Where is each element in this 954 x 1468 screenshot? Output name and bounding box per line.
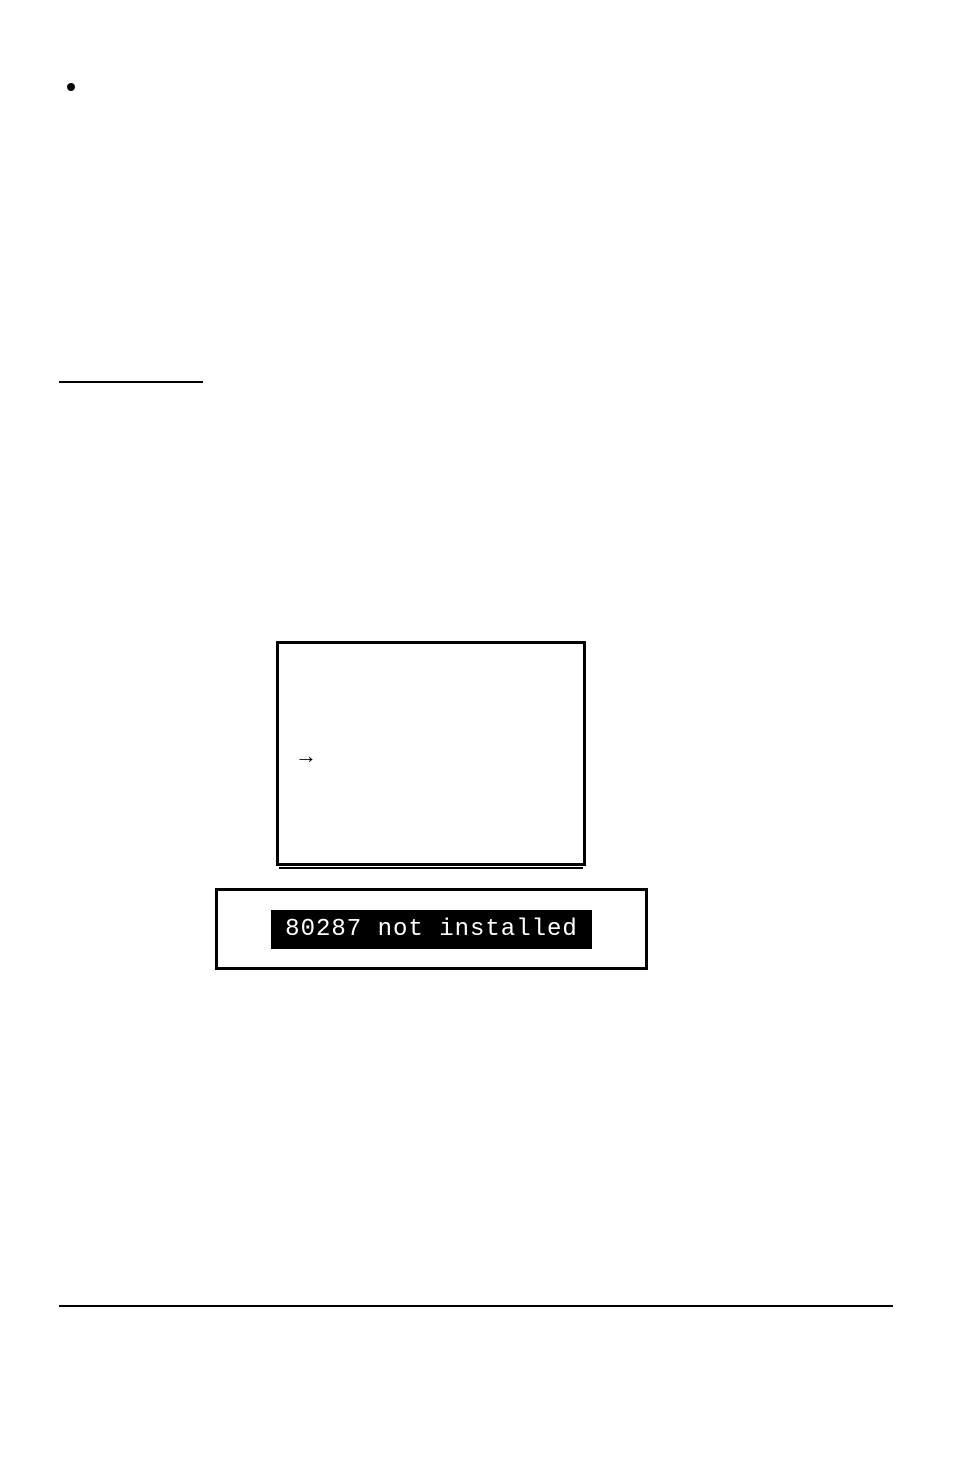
section-underline — [59, 381, 203, 383]
diagram-box — [276, 641, 586, 866]
status-message-bar: 80287 not installed — [271, 910, 592, 949]
arrow-icon: → — [295, 743, 317, 769]
diagram-divider — [279, 867, 583, 869]
footer-divider — [59, 1305, 893, 1307]
bullet-point — [67, 83, 75, 91]
status-message-text: 80287 not installed — [285, 916, 578, 943]
status-message-box: 80287 not installed — [215, 888, 648, 970]
